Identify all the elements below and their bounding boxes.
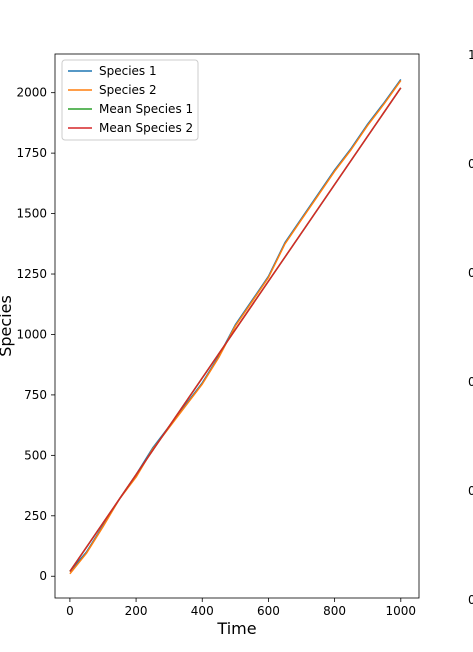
right-panel-tick-label: 0	[468, 157, 473, 171]
legend-box	[61, 59, 199, 141]
y-tick-label: 1250	[16, 267, 47, 281]
y-tick-label: 750	[24, 388, 47, 402]
right-panel-tick-label: 0	[468, 484, 473, 498]
plot-frame	[54, 53, 420, 599]
x-tick-label: 400	[191, 604, 214, 618]
y-tick-label: 250	[24, 509, 47, 523]
x-tick-label: 600	[257, 604, 280, 618]
legend-label: Species 1	[99, 64, 157, 78]
x-tick-label: 1000	[386, 604, 417, 618]
legend-label: Species 2	[99, 83, 157, 97]
legend-label: Mean Species 2	[99, 121, 193, 135]
y-tick-label: 1750	[16, 146, 47, 160]
right-panel-tick-label: 0	[468, 266, 473, 280]
x-tick-label: 0	[66, 604, 74, 618]
y-axis-label: Species	[0, 295, 15, 357]
y-tick-label: 1500	[16, 207, 47, 221]
x-tick-label: 200	[125, 604, 148, 618]
y-tick-label: 0	[39, 569, 47, 583]
y-tick-label: 2000	[16, 86, 47, 100]
x-tick-label: 800	[323, 604, 346, 618]
right-panel-tick-label: 0	[468, 375, 473, 389]
y-tick-label: 1000	[16, 327, 47, 341]
legend-label: Mean Species 1	[99, 102, 193, 116]
x-axis-label: Time	[216, 619, 256, 638]
y-tick-label: 500	[24, 448, 47, 462]
right-panel-tick-label: 0	[468, 593, 473, 607]
series-line-4	[69, 87, 402, 572]
right-panel-tick-label: 1	[468, 48, 473, 62]
